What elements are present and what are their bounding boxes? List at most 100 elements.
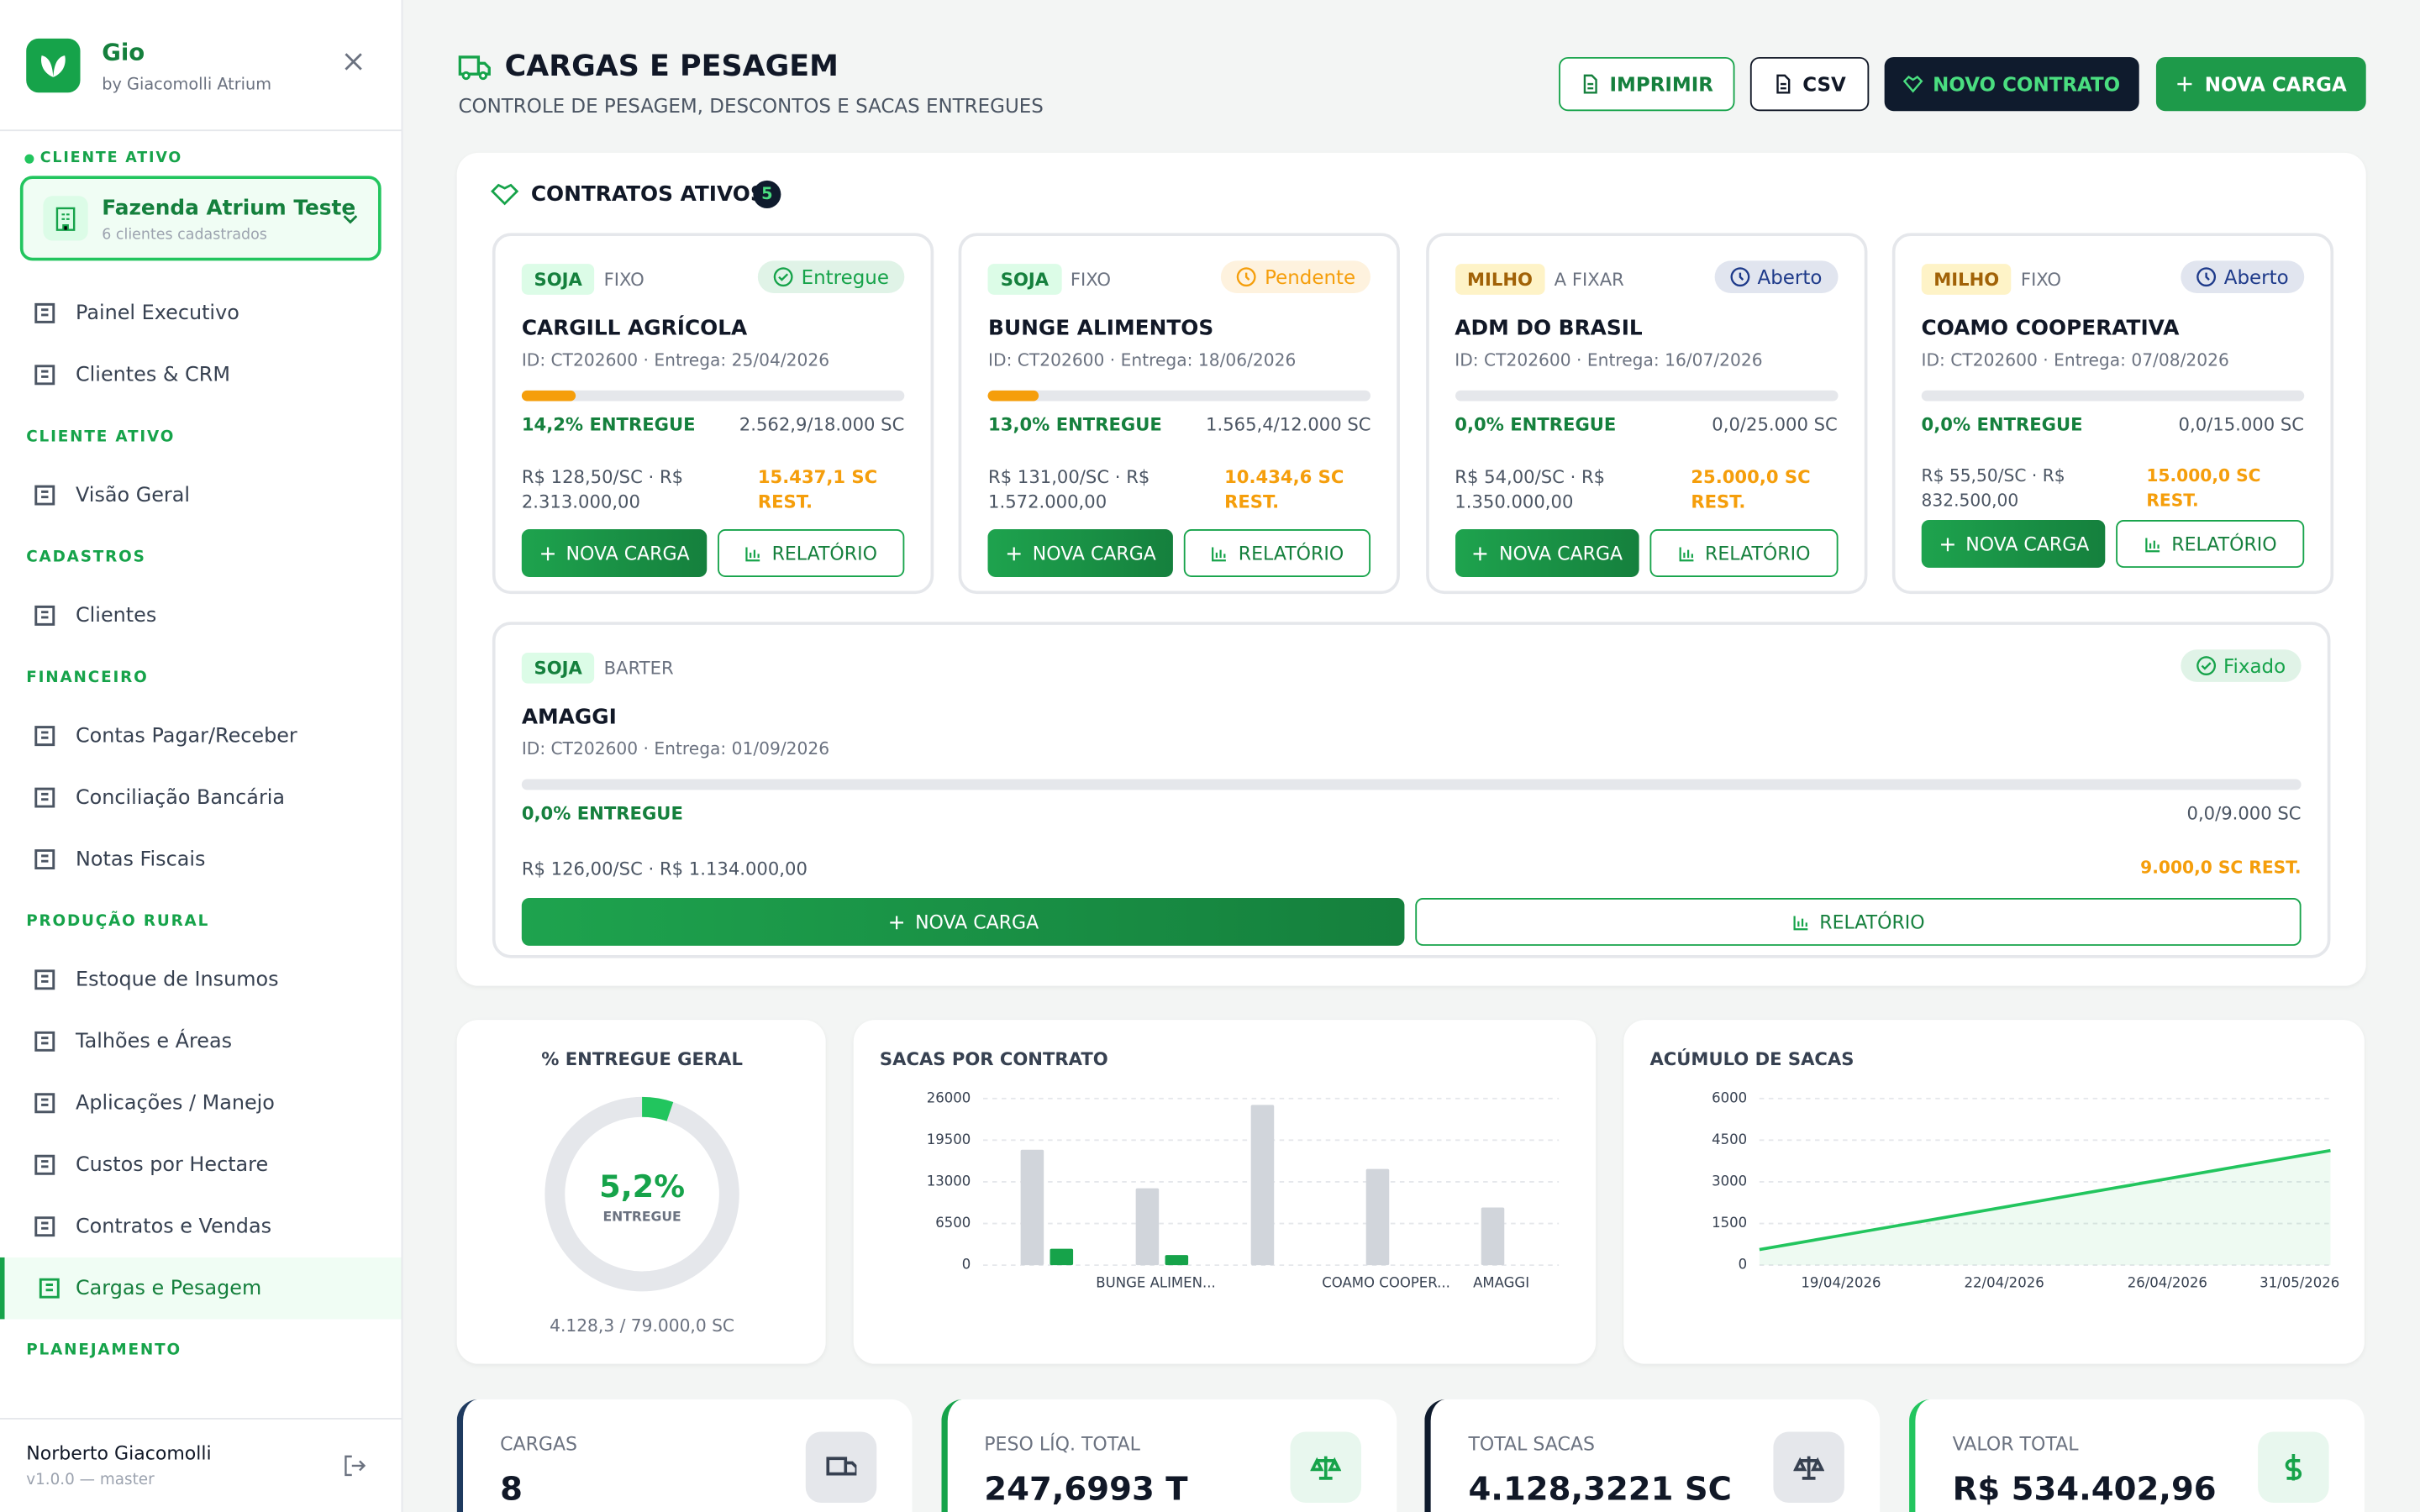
- kpi-icon: [2258, 1431, 2329, 1503]
- icon-path: [1776, 74, 1791, 94]
- donut-panel: % ENTREGUE GERAL 5,2% ENTREGUE 4.128,3 / 79…: [456, 1020, 826, 1364]
- remaining: 10.434,6 SC REST.: [1224, 465, 1344, 512]
- contract-id: ID: CT202600 · Entrega: 25/04/2026: [521, 349, 830, 370]
- nav-section: FINANCEIRO: [26, 669, 149, 687]
- version: v1.0.0 — master: [26, 1472, 155, 1489]
- crop-tag: MILHO: [1455, 264, 1545, 295]
- card-action[interactable]: NOVA CARGA: [521, 897, 1405, 946]
- card-action[interactable]: RELATÓRIO: [1649, 529, 1838, 577]
- card-head: SOJA FIXO: [521, 262, 905, 295]
- header-button[interactable]: CSV: [1749, 56, 1870, 112]
- status-pill: Aberto: [1714, 260, 1838, 293]
- progress-track: [521, 779, 2302, 790]
- nav-item[interactable]: Conciliação Bancária: [0, 767, 402, 828]
- icon-path: [34, 605, 55, 626]
- icon: [34, 485, 55, 506]
- progress-fill: [521, 390, 576, 402]
- card-actions: NOVA CARGA RELATÓRIO: [1455, 529, 1838, 577]
- close-button[interactable]: [343, 51, 365, 73]
- nav-item[interactable]: Visão Geral: [0, 465, 402, 526]
- icon: [1309, 1456, 1341, 1480]
- card-action[interactable]: RELATÓRIO: [717, 529, 905, 577]
- icon-path: [2196, 267, 2217, 287]
- icon-path: [34, 1031, 55, 1052]
- nav-item[interactable]: Clientes & CRM: [0, 344, 402, 406]
- icon-path: [1940, 537, 1954, 551]
- icon-path: [34, 1154, 55, 1175]
- icon: [34, 605, 55, 626]
- card-action[interactable]: RELATÓRIO: [1415, 897, 2302, 946]
- nav-item[interactable]: Estoque de Insumos: [0, 949, 402, 1011]
- contracts-count: 5: [753, 180, 781, 208]
- header-button[interactable]: IMPRIMIR: [1559, 56, 1735, 112]
- icon: [34, 302, 55, 323]
- icon: [34, 726, 55, 747]
- brand-sub: by Giacomolli Atrium: [102, 76, 272, 95]
- contract-card: SOJA FIXO Pendente BUNGE ALIMENTOS ID: CT202…: [959, 233, 1401, 595]
- nav-item[interactable]: Painel Executivo: [0, 282, 402, 344]
- icon: [745, 546, 760, 561]
- card-action[interactable]: NOVA CARGA: [1921, 519, 2107, 568]
- header-button[interactable]: NOVO CONTRATO: [1884, 56, 2139, 112]
- quantity: 0,0/25.000 SC: [1712, 413, 1838, 435]
- kpi-card: TOTAL SACAS 4.128,3221 SC: [1425, 1399, 1881, 1512]
- line-panel: ACÚMULO DE SACAS 0 1500 3000 4500 6000 19/04/2…: [1623, 1020, 2365, 1364]
- icon-path: [2145, 537, 2160, 552]
- card-action[interactable]: NOVA CARGA: [1455, 529, 1639, 577]
- y-tick-label: 26000: [927, 1089, 971, 1105]
- kpi-label: PESO LÍQ. TOTAL: [984, 1433, 1140, 1456]
- icon: [1730, 267, 1749, 287]
- card-action[interactable]: RELATÓRIO: [1183, 529, 1371, 577]
- price-row: R$ 131,00/SC · R$ 1.572.000,00 10.434,6 S…: [988, 465, 1371, 514]
- icon: [1212, 546, 1227, 561]
- header-button[interactable]: NOVA CARGA: [2155, 56, 2366, 112]
- icon-path: [1679, 546, 1693, 561]
- icon-path: [34, 1093, 55, 1114]
- chart-title: % ENTREGUE GERAL: [541, 1048, 743, 1069]
- crop-tag: SOJA: [521, 652, 595, 684]
- nav-item[interactable]: Clientes: [0, 585, 402, 646]
- card-head: SOJA FIXO: [988, 262, 1371, 295]
- price: R$ 55,50/SC · R$ 832.500,00: [1921, 465, 2065, 511]
- icon: [2145, 537, 2160, 552]
- contract-kind: A FIXAR: [1554, 268, 1624, 291]
- bar: [1481, 1207, 1505, 1266]
- contract-kind: FIXO: [1070, 268, 1111, 291]
- nav-item[interactable]: Contas Pagar/Receber: [0, 705, 402, 766]
- nav-item[interactable]: Aplicações / Manejo: [0, 1073, 402, 1134]
- progress-row: 0,0% ENTREGUE 0,0/9.000 SC: [522, 802, 2302, 824]
- icon-path: [1793, 915, 1808, 930]
- nav-item[interactable]: Notas Fiscais: [0, 828, 402, 890]
- icon: [1007, 546, 1021, 560]
- progress-fill: [988, 390, 1039, 402]
- card-action[interactable]: RELATÓRIO: [2116, 519, 2305, 568]
- progress-label: 0,0% ENTREGUE: [1455, 413, 1617, 435]
- progress-label: 0,0% ENTREGUE: [1921, 413, 2083, 435]
- progress-row: 0,0% ENTREGUE 0,0/25.000 SC: [1455, 413, 1838, 435]
- nav-item[interactable]: Contratos e Vendas: [0, 1195, 402, 1257]
- card-action[interactable]: NOVA CARGA: [988, 529, 1173, 577]
- contract-card: SOJA BARTER Fixado AMAGGI ID: CT202600 · Ent…: [492, 622, 2331, 958]
- nav-item[interactable]: Cargas e Pesagem: [0, 1257, 402, 1320]
- card-actions: NOVA CARGA RELATÓRIO: [1921, 519, 2305, 568]
- client-selector[interactable]: Fazenda Atrium Teste 6 clientes cadastra…: [19, 176, 381, 261]
- icon-path: [2285, 1453, 2302, 1481]
- contract-name: BUNGE ALIMENTOS: [988, 316, 1214, 341]
- quantity: 0,0/9.000 SC: [2186, 802, 2302, 824]
- kpi-card: CARGAS 8: [456, 1399, 913, 1512]
- nav-item[interactable]: Custos por Hectare: [0, 1134, 402, 1195]
- icon: [34, 1154, 55, 1175]
- action-label: NOVA CARGA: [566, 542, 690, 564]
- icon-path: [1237, 267, 1257, 287]
- quantity: 0,0/15.000 SC: [2178, 413, 2305, 435]
- action-label: RELATÓRIO: [2171, 533, 2277, 555]
- icon: [34, 1031, 55, 1052]
- card-action[interactable]: NOVA CARGA: [521, 529, 707, 577]
- donut-caption: ENTREGUE: [602, 1210, 681, 1225]
- y-tick-label: 3000: [1712, 1173, 1747, 1189]
- remaining: 15.437,1 SC REST.: [757, 465, 878, 512]
- nav-section: CADASTROS: [26, 549, 146, 567]
- logout-button[interactable]: [343, 1453, 367, 1478]
- donut-footer: 4.128,3 / 79.000,0 SC: [550, 1315, 734, 1336]
- nav-item[interactable]: Talhões e Áreas: [0, 1011, 402, 1072]
